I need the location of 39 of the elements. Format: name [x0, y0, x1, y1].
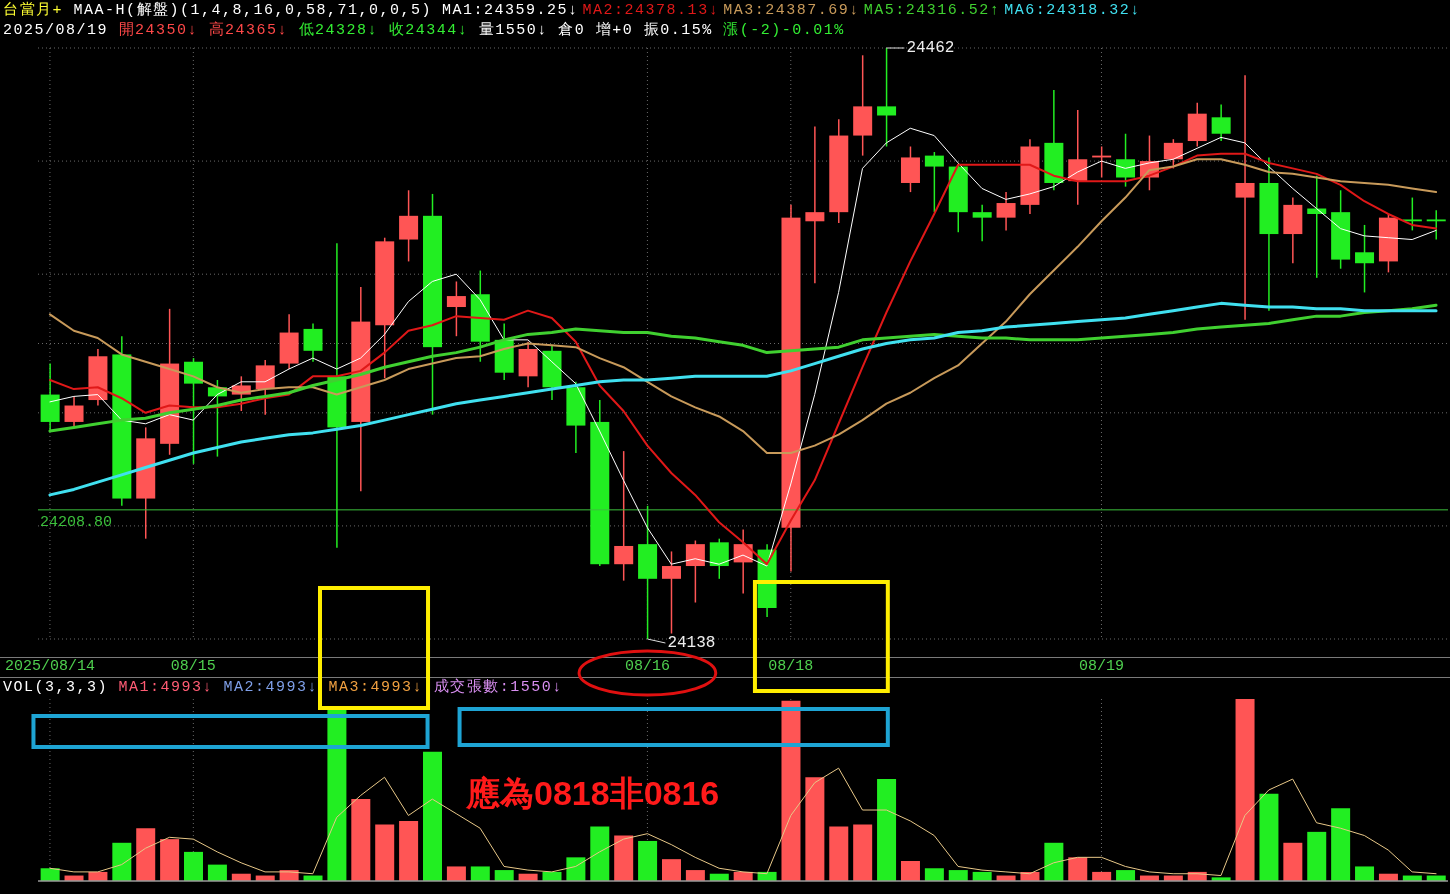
- bar: [877, 779, 897, 881]
- bar: [1259, 793, 1279, 881]
- bar: [136, 828, 156, 881]
- bar: [446, 866, 466, 881]
- bar: [184, 851, 204, 881]
- candlestick: [1235, 74, 1255, 321]
- bar: [614, 835, 634, 881]
- bar: [924, 868, 944, 881]
- bar: [781, 700, 801, 881]
- candlestick: [1402, 196, 1422, 232]
- bar: [470, 866, 490, 881]
- bar: [160, 839, 180, 881]
- candlestick: [1426, 209, 1446, 241]
- bar: [1331, 808, 1351, 881]
- candlestick: [1355, 224, 1375, 294]
- bar: [112, 842, 132, 881]
- bar: [829, 826, 849, 881]
- bar: [351, 799, 371, 881]
- bar: [1283, 842, 1303, 881]
- candlestick: [1211, 103, 1231, 142]
- bar: [399, 820, 419, 881]
- bar: [375, 824, 395, 881]
- bar: [494, 870, 514, 881]
- bar: [685, 870, 705, 881]
- bar: [1355, 866, 1375, 881]
- bar: [1235, 699, 1255, 881]
- bar: [1068, 857, 1088, 881]
- bar: [853, 824, 873, 881]
- bar: [1044, 842, 1064, 881]
- bar: [1116, 870, 1136, 881]
- bar: [566, 857, 586, 881]
- bar: [661, 859, 681, 881]
- bar: [948, 870, 968, 881]
- bar: [900, 860, 920, 881]
- bar: [1307, 831, 1327, 881]
- bar: [207, 864, 227, 881]
- bar: [638, 840, 658, 881]
- bar: [805, 777, 825, 881]
- bar: [590, 826, 610, 881]
